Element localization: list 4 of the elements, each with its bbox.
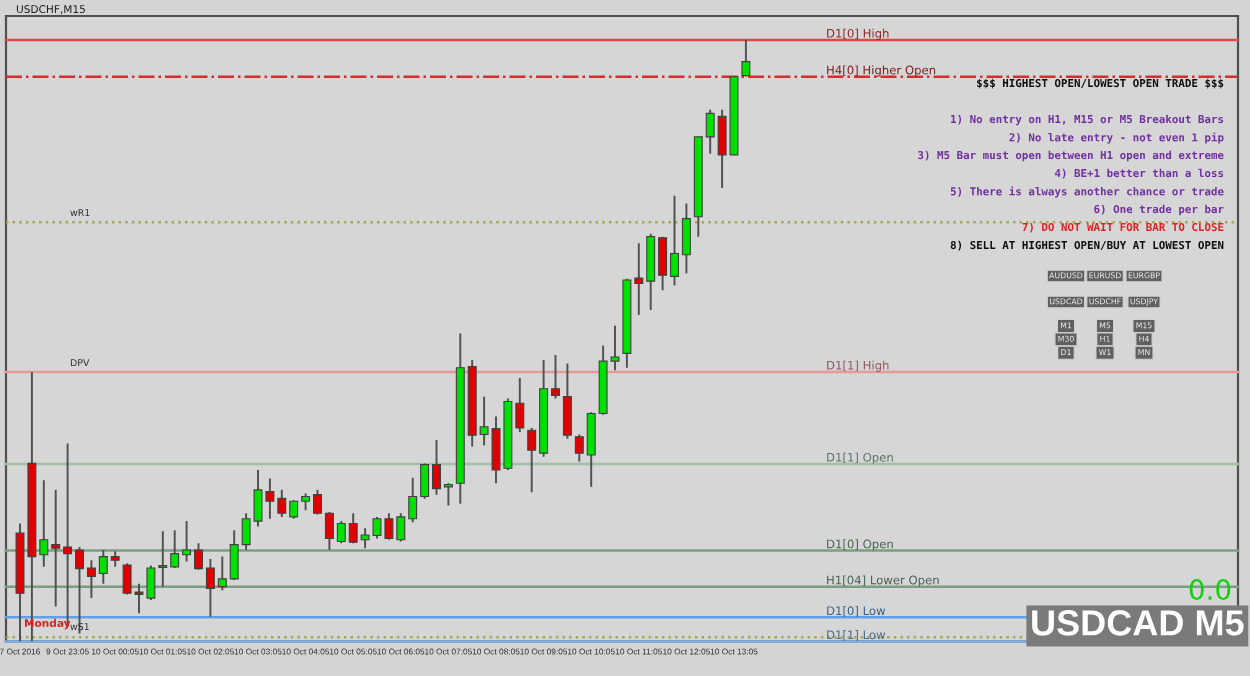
- text: USDCAD M5: [1032, 610, 1244, 636]
- candlestick: [741, 39, 751, 78]
- text: 0.0: [1189, 579, 1231, 601]
- candlestick: [562, 362, 572, 440]
